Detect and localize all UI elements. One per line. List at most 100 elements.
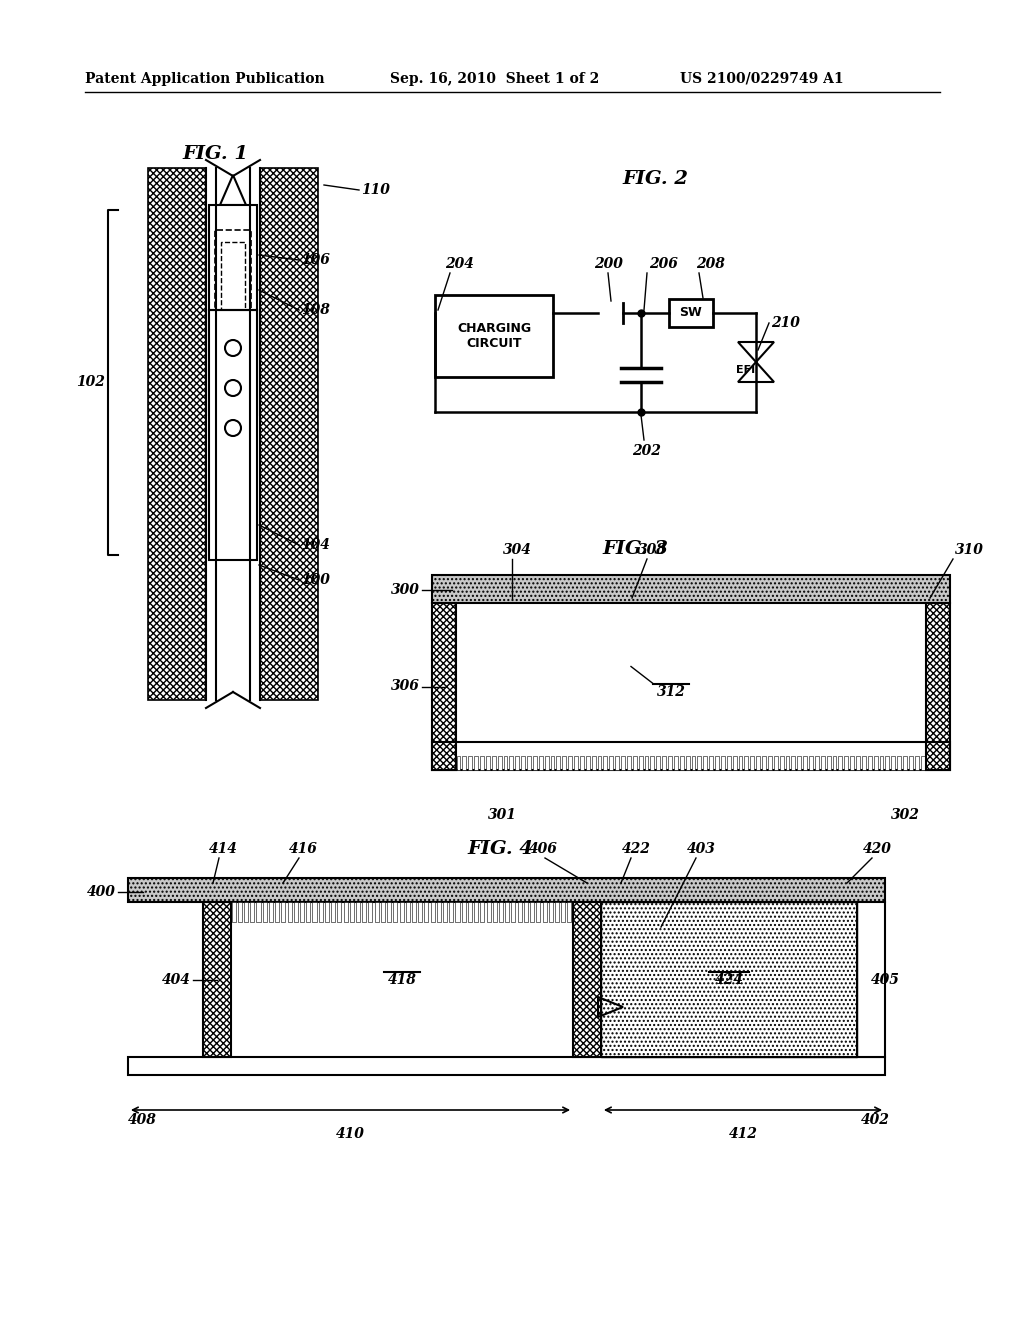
Bar — [601, 902, 857, 1057]
Bar — [921, 756, 925, 770]
Bar — [238, 902, 242, 921]
Bar — [691, 756, 695, 770]
Polygon shape — [220, 176, 246, 205]
Text: 208: 208 — [696, 257, 725, 271]
Text: FIG. 4: FIG. 4 — [467, 840, 534, 858]
Bar — [727, 756, 731, 770]
Bar — [515, 756, 519, 770]
Bar — [486, 756, 489, 770]
Bar — [697, 756, 701, 770]
Bar — [867, 756, 871, 770]
Bar — [282, 902, 286, 921]
Bar — [375, 902, 379, 921]
Text: 301: 301 — [487, 808, 516, 822]
Bar — [343, 902, 347, 921]
Bar — [715, 756, 719, 770]
Text: 100: 100 — [301, 573, 330, 587]
Bar — [592, 756, 596, 770]
Bar — [721, 756, 725, 770]
Bar — [493, 902, 497, 921]
Bar — [468, 902, 472, 921]
Bar — [437, 902, 441, 921]
Text: EFI: EFI — [736, 366, 756, 375]
Bar — [914, 756, 919, 770]
Text: 312: 312 — [656, 685, 685, 698]
Text: 404: 404 — [162, 973, 191, 986]
Bar — [703, 756, 708, 770]
Bar — [845, 756, 848, 770]
Polygon shape — [598, 997, 623, 1016]
Bar — [399, 902, 403, 921]
Bar — [128, 878, 885, 902]
Text: US 2100/0229749 A1: US 2100/0229749 A1 — [680, 73, 844, 86]
Bar — [891, 756, 895, 770]
Bar — [580, 756, 584, 770]
Bar — [857, 902, 885, 1057]
Text: 108: 108 — [301, 304, 330, 317]
Bar — [543, 902, 547, 921]
Text: 418: 418 — [387, 973, 417, 986]
Bar — [574, 756, 578, 770]
Bar — [300, 902, 304, 921]
Bar — [549, 902, 553, 921]
Circle shape — [225, 341, 241, 356]
Bar — [622, 756, 625, 770]
Text: 102: 102 — [76, 375, 105, 389]
Bar — [821, 756, 824, 770]
Text: 308: 308 — [638, 543, 667, 557]
Bar — [532, 756, 537, 770]
Bar — [463, 756, 466, 770]
Bar — [511, 902, 515, 921]
Bar — [244, 902, 248, 921]
Bar — [203, 902, 231, 1057]
Bar — [263, 902, 267, 921]
Text: FIG. 2: FIG. 2 — [622, 170, 688, 187]
Bar — [567, 902, 571, 921]
Bar — [406, 902, 410, 921]
Bar — [762, 756, 766, 770]
Bar — [387, 902, 391, 921]
Bar — [443, 902, 447, 921]
Bar — [644, 756, 648, 770]
Bar — [412, 902, 416, 921]
Bar — [231, 902, 236, 921]
Polygon shape — [738, 342, 774, 362]
Circle shape — [225, 420, 241, 436]
Bar — [873, 756, 878, 770]
Bar — [903, 756, 907, 770]
Bar — [774, 756, 777, 770]
Text: 422: 422 — [622, 842, 650, 855]
Text: CHARGING
CIRCUIT: CHARGING CIRCUIT — [457, 322, 531, 350]
Bar — [275, 902, 280, 921]
Bar — [435, 294, 553, 378]
Bar — [650, 756, 654, 770]
Bar — [573, 902, 601, 1057]
Text: 200: 200 — [594, 257, 623, 271]
Bar — [331, 902, 335, 921]
Bar — [826, 756, 830, 770]
Bar — [656, 756, 660, 770]
Bar — [556, 756, 560, 770]
Bar — [537, 902, 541, 921]
Bar — [779, 756, 783, 770]
Bar — [510, 756, 513, 770]
Bar — [288, 902, 292, 921]
Bar — [751, 756, 754, 770]
Bar — [839, 756, 843, 770]
Bar — [432, 603, 456, 770]
Bar — [609, 756, 613, 770]
Bar — [524, 902, 528, 921]
Text: 410: 410 — [336, 1127, 365, 1140]
Text: 412: 412 — [728, 1127, 758, 1140]
Bar — [215, 230, 251, 325]
Bar — [518, 902, 521, 921]
Bar — [561, 902, 565, 921]
Bar — [663, 756, 666, 770]
Bar — [468, 756, 472, 770]
Bar — [815, 756, 819, 770]
Bar — [256, 902, 260, 921]
Bar — [586, 756, 590, 770]
Bar — [209, 205, 257, 414]
Bar — [798, 756, 801, 770]
Bar — [362, 902, 367, 921]
